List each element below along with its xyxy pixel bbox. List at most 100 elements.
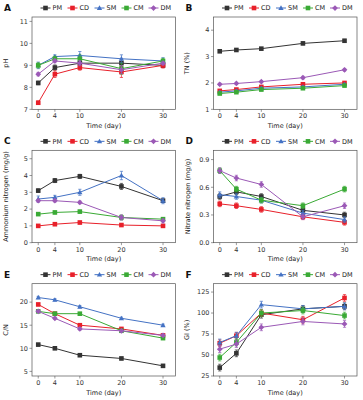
x-tick-label: 10 [76, 112, 84, 120]
y-tick-label: 5 [24, 155, 28, 163]
data-point [36, 63, 41, 68]
data-point [342, 203, 348, 209]
panel: 510152004102030Time (day)C/NEPMCDSMCMDM [2, 270, 176, 397]
x-tick-label: 10 [257, 112, 265, 120]
y-tick-label: 0.0 [199, 239, 209, 247]
legend-label: PM [234, 271, 244, 279]
data-point [342, 83, 347, 88]
x-tick-label: 10 [76, 246, 84, 254]
data-point [300, 214, 306, 220]
data-point [234, 187, 239, 192]
error-bar [218, 201, 221, 207]
error-bar [161, 225, 164, 228]
data-point [259, 198, 264, 203]
series-line [220, 306, 345, 367]
series [36, 63, 165, 105]
y-tick [30, 175, 33, 176]
series [36, 342, 165, 368]
data-point [259, 311, 264, 316]
series [217, 201, 346, 225]
series-line [38, 201, 163, 221]
legend: PMCDSMCMDM [41, 4, 172, 12]
x-tick-label: 30 [340, 246, 348, 254]
data-point [119, 67, 125, 73]
y-tick-label: 100 [197, 309, 209, 317]
legend-marker [151, 272, 157, 278]
y-tick [211, 159, 214, 160]
error-bar [53, 223, 56, 226]
data-point [160, 60, 166, 66]
data-point [217, 192, 222, 197]
legend-label: SM [107, 271, 117, 279]
data-point [35, 198, 41, 204]
data-area [35, 295, 166, 368]
series-line [38, 65, 163, 102]
error-bar [343, 186, 346, 192]
x-tick-label: 4 [234, 246, 238, 254]
error-bar [218, 354, 221, 361]
legend-marker [306, 272, 311, 277]
y-tick [30, 87, 33, 88]
y-tick-label: 10 [20, 345, 28, 353]
series-line [220, 195, 345, 220]
legend-label: SM [288, 138, 298, 146]
plot-frame [32, 17, 176, 109]
error-bar [301, 203, 304, 209]
data-point [78, 311, 83, 316]
data-point [234, 333, 239, 338]
x-tick-label: 30 [340, 379, 348, 387]
y-tick [211, 82, 214, 83]
x-tick-label: 4 [53, 379, 57, 387]
legend-label: CD [80, 4, 90, 12]
legend-label: CD [261, 271, 271, 279]
x-tick-label: 20 [117, 246, 125, 254]
legend-label: CM [315, 271, 325, 279]
panel-label: D [186, 136, 193, 146]
series [36, 309, 165, 340]
x-tick-label: 0 [218, 112, 222, 120]
y-tick [30, 192, 33, 193]
legend-label: DM [161, 4, 172, 12]
data-point [259, 87, 264, 92]
error-bar [260, 310, 263, 317]
error-bar [120, 183, 123, 189]
legend-label: CD [80, 138, 90, 146]
legend-marker [278, 5, 283, 10]
data-point [342, 217, 347, 222]
data-point [36, 295, 41, 300]
data-point [77, 326, 83, 332]
legend-marker [97, 5, 102, 10]
data-point [342, 38, 347, 43]
data-point [301, 203, 306, 208]
error-bar [37, 225, 40, 228]
x-tick-label: 4 [53, 246, 57, 254]
y-tick [211, 56, 214, 57]
data-point [217, 81, 223, 87]
data-point [36, 302, 41, 307]
series [36, 55, 165, 74]
y-tick [211, 109, 214, 110]
y-tick [211, 214, 214, 215]
error-bar [260, 207, 263, 213]
series-line [38, 298, 163, 326]
data-point [35, 71, 41, 77]
legend-marker [70, 139, 75, 144]
y-axis-label: TN (%) [184, 52, 192, 75]
data-area [217, 168, 348, 225]
data-point [234, 194, 239, 199]
y-tick-label: 8 [24, 84, 28, 92]
series-line [220, 41, 345, 52]
x-axis-label: Time (day) [267, 389, 303, 397]
panel: 25507510012504102030Time (day)GI (%)FPMC… [184, 270, 358, 397]
data-area [217, 295, 348, 371]
x-tick-label: 4 [234, 112, 238, 120]
data-point [36, 81, 41, 86]
data-point [301, 41, 306, 46]
legend: PMCDSMCMDM [222, 271, 353, 279]
y-tick-label: 11 [20, 18, 28, 26]
error-bar [37, 63, 40, 68]
data-point [119, 316, 124, 321]
x-tick-label: 30 [159, 112, 167, 120]
legend-label: DM [161, 271, 172, 279]
y-tick [211, 292, 214, 293]
